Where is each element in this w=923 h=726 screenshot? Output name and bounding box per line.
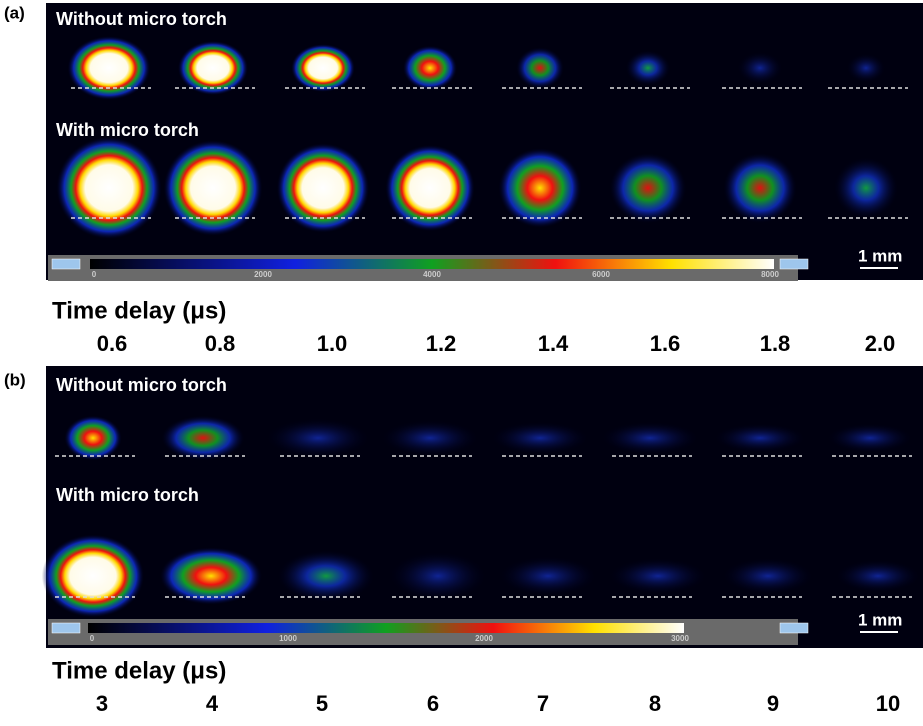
emission-blob [402,45,458,91]
time-delay-label: 10 [876,691,900,716]
time-delay-label: 0.8 [205,331,236,356]
emission-blob [266,418,370,458]
scroll-arrow [51,622,81,634]
emission-blob [278,550,374,602]
emission-blob [723,558,813,594]
time-delay-label: 7 [537,691,549,716]
time-delay-label: 2.0 [865,331,896,356]
emission-blob [516,47,564,89]
emission-blob [492,422,588,454]
row-label: With micro torch [56,485,199,505]
emission-blob [625,50,671,86]
emission-blob [610,558,706,594]
time-delay-label: 4 [206,691,219,716]
panel-label: (a) [4,3,25,22]
emission-blob [846,53,886,83]
emission-blob [41,534,145,618]
time-delay-label: 1.2 [426,331,457,356]
scale-bar-label: 1 mm [858,246,902,265]
scroll-arrow [779,258,809,270]
emission-blob [163,140,263,236]
emission-blob [723,152,797,224]
axis-title: Time delay (μs) [52,657,226,684]
emission-blob [834,157,898,219]
time-delay-label: 1.4 [538,331,569,356]
emission-blob [828,423,912,453]
time-delay-label: 8 [649,691,661,716]
time-delay-label: 6 [427,691,439,716]
emission-blob [498,148,582,228]
time-delay-label: 1.8 [760,331,791,356]
row-label: Without micro torch [56,375,227,395]
colorbar-tick-label: 2000 [254,270,272,279]
colorbar-tick-label: 0 [90,634,95,643]
time-delay-label: 5 [316,691,328,716]
emission-blob [161,415,245,461]
image-background [46,366,923,648]
row-label: With micro torch [56,120,199,140]
colorbar-tick-label: 0 [92,270,97,279]
colorbar-tick-label: 3000 [671,634,689,643]
emission-blob [715,423,805,453]
scroll-arrow [779,622,809,634]
emission-blob [159,547,263,605]
row-label: Without micro torch [56,9,227,29]
emission-blob [291,44,355,92]
time-delay-label: 0.6 [97,331,128,356]
panel: (a) Without micro torch With micro torch 0 2… [4,3,923,281]
colorbar-tick-label: 1000 [279,634,297,643]
emission-blob [500,556,596,596]
scroll-arrow [51,258,81,270]
emission-blob [67,36,151,100]
emission-blob [390,552,486,600]
emission-blob [177,40,249,96]
colorbar-tick-label: 2000 [475,634,493,643]
colorbar [90,259,774,269]
emission-blob [609,152,687,224]
emission-blob [64,415,122,461]
emission-blob [737,52,783,84]
emission-blob [276,143,370,233]
emission-blob [602,422,698,454]
panel: (b) Without micro torch With micro torch 0 1… [4,366,923,648]
panel-label: (b) [4,370,26,389]
colorbar-tick-label: 8000 [761,270,779,279]
time-delay-label: 3 [96,691,108,716]
colorbar-tick-label: 6000 [592,270,610,279]
time-delay-label: 1.6 [650,331,681,356]
colorbar [88,623,684,633]
axis-title: Time delay (μs) [52,297,226,324]
emission-blob [385,144,475,232]
time-delay-label: 9 [767,691,779,716]
image-background [46,3,923,280]
time-delay-label: 1.0 [317,331,348,356]
emission-blob [836,560,920,592]
emission-blob [56,136,162,240]
emission-blob [382,420,478,456]
colorbar-tick-label: 4000 [423,270,441,279]
scale-bar-label: 1 mm [858,610,902,629]
